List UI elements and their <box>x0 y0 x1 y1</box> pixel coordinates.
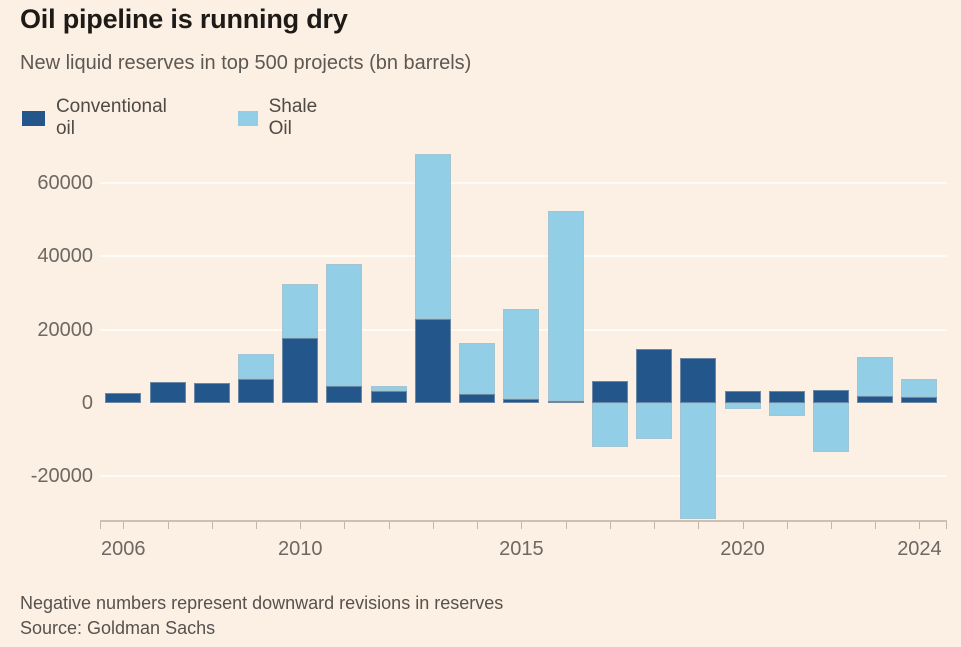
bar-conventional-oil-2017 <box>591 380 628 403</box>
bar-shale-oil-2021 <box>768 403 805 416</box>
y-axis-tick-label: 40000 <box>37 245 93 268</box>
bar-conventional-oil-2018 <box>636 349 673 403</box>
x-axis-tick <box>100 522 101 529</box>
bar-shale-oil-2010 <box>282 284 319 338</box>
bar-shale-oil-2023 <box>857 356 894 396</box>
x-axis-tick <box>946 522 947 529</box>
bar-conventional-oil-2016 <box>547 400 584 403</box>
x-axis-tick <box>875 522 877 529</box>
bar-shale-oil-2014 <box>459 342 496 395</box>
gridline <box>100 475 947 478</box>
legend-item-shale-oil: Shale Oil <box>238 96 325 140</box>
x-axis-tick <box>830 522 832 529</box>
legend-swatch-conventional-oil <box>22 110 45 126</box>
bar-shale-oil-2015 <box>503 308 540 400</box>
x-axis-label: 2010 <box>277 538 323 560</box>
x-axis-tick <box>477 522 479 529</box>
bar-conventional-oil-2023 <box>857 395 894 403</box>
bar-shale-oil-2022 <box>812 403 849 452</box>
bar-shale-oil-2013 <box>414 153 451 319</box>
y-axis-tick-label: 0 <box>81 392 93 414</box>
bar-conventional-oil-2022 <box>812 390 849 403</box>
x-axis-tick <box>521 522 523 529</box>
bar-shale-oil-2016 <box>547 211 584 401</box>
bar-conventional-oil-2024 <box>901 396 938 403</box>
x-axis-tick <box>786 522 788 529</box>
x-axis-tick <box>919 522 921 529</box>
bar-conventional-oil-2019 <box>680 358 717 403</box>
bar-conventional-oil-2008 <box>193 383 230 403</box>
x-axis-tick <box>432 522 434 529</box>
bar-conventional-oil-2007 <box>149 382 186 403</box>
bar-conventional-oil-2010 <box>282 337 319 403</box>
bar-conventional-oil-2012 <box>370 390 407 403</box>
bar-shale-oil-2024 <box>901 378 938 397</box>
x-axis-tick <box>300 522 302 529</box>
bar-conventional-oil-2015 <box>503 399 540 403</box>
x-axis-tick <box>565 522 567 529</box>
x-axis-label: 2006 <box>101 538 146 560</box>
x-axis-tick <box>654 522 656 529</box>
bar-shale-oil-2019 <box>680 403 717 520</box>
legend-label: Conventional oil <box>55 96 167 139</box>
bar-shale-oil-2012 <box>370 385 407 391</box>
x-axis-label: 2024 <box>897 538 942 560</box>
bar-conventional-oil-2020 <box>724 390 761 403</box>
x-axis-line <box>100 520 947 522</box>
chart-source: Source: Goldman Sachs <box>20 618 216 638</box>
chart-title: Oil pipeline is running dry <box>20 4 348 34</box>
bar-shale-oil-2009 <box>237 353 274 379</box>
bar-conventional-oil-2011 <box>326 385 363 403</box>
bar-conventional-oil-2006 <box>105 393 142 403</box>
x-axis-label: 2020 <box>720 538 765 560</box>
legend-label: Shale Oil <box>268 96 318 139</box>
x-axis-label: 2015 <box>499 538 544 560</box>
legend-swatch-shale-oil <box>238 110 258 126</box>
bar-shale-oil-2018 <box>636 403 673 439</box>
y-axis-tick-label: 20000 <box>37 318 93 341</box>
x-axis-tick <box>167 522 169 529</box>
gridline <box>100 182 947 185</box>
x-axis-tick <box>742 522 744 529</box>
bar-shale-oil-2020 <box>724 403 761 409</box>
x-axis-tick <box>388 522 390 529</box>
x-axis-tick <box>698 522 700 529</box>
bar-conventional-oil-2009 <box>237 378 274 403</box>
legend-item-conventional-oil: Conventional oil <box>22 96 171 140</box>
y-axis-tick-label: -20000 <box>30 465 93 488</box>
bar-conventional-oil-2021 <box>768 390 805 403</box>
chart-subtitle: New liquid reserves in top 500 projects … <box>20 52 472 74</box>
gridline <box>100 255 947 258</box>
x-axis-tick <box>123 522 125 529</box>
x-axis-tick <box>344 522 346 529</box>
bar-conventional-oil-2013 <box>414 318 451 403</box>
bar-shale-oil-2011 <box>326 264 363 386</box>
x-axis-tick <box>255 522 257 529</box>
bar-conventional-oil-2014 <box>459 394 496 403</box>
x-axis-tick <box>211 522 213 529</box>
chart-footnote: Negative numbers represent downward revi… <box>20 593 504 613</box>
bar-shale-oil-2017 <box>591 403 628 448</box>
y-axis-tick-label: 60000 <box>37 172 93 195</box>
x-axis-tick <box>609 522 611 529</box>
